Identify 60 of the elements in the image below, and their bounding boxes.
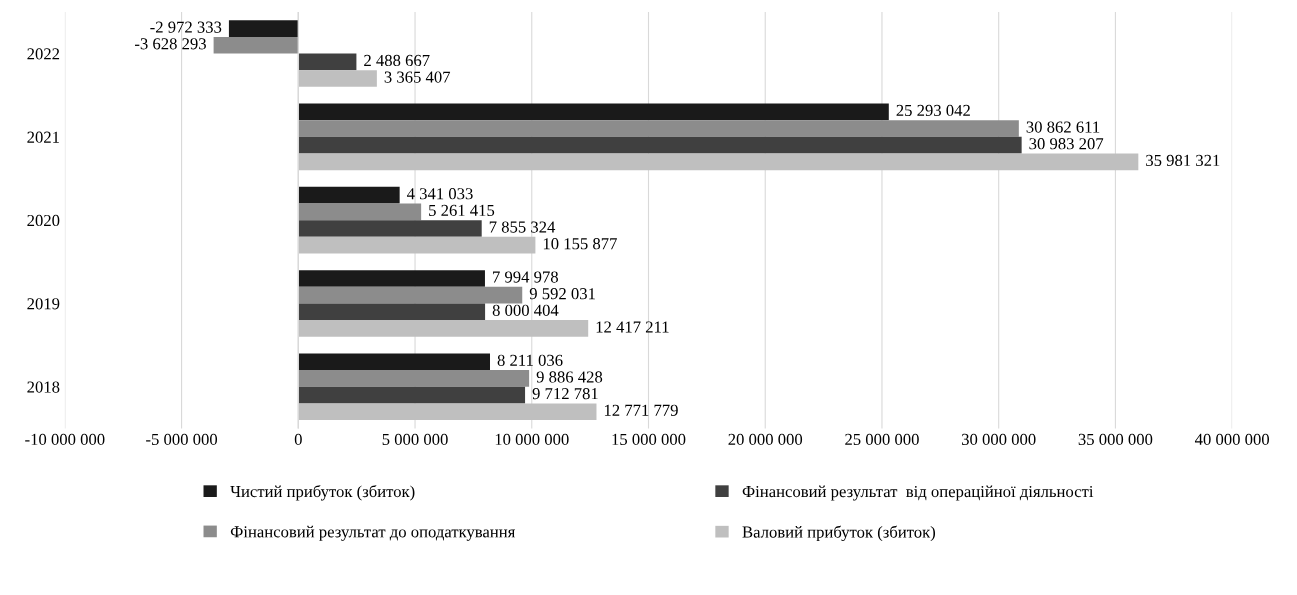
bar — [298, 153, 1139, 171]
bar — [298, 203, 422, 221]
data-label: 12 771 779 — [604, 404, 678, 416]
data-label: 3 365 407 — [384, 71, 451, 83]
bar — [228, 20, 299, 37]
x-tick-label: 15 000 000 — [612, 433, 686, 445]
bar — [298, 303, 486, 321]
x-tick-label: 25 000 000 — [845, 433, 919, 445]
bar — [298, 386, 526, 404]
data-label: 9 592 031 — [529, 288, 595, 300]
data-label: 35 981 321 — [1146, 154, 1220, 167]
y-tick-label: 2021 — [27, 131, 59, 143]
bar — [298, 353, 490, 371]
data-label: -3 628 293 — [135, 38, 206, 50]
x-tick-label: 30 000 000 — [961, 433, 1036, 445]
bar — [213, 36, 299, 54]
y-tick-label: 2022 — [27, 48, 60, 60]
x-tick-label: -10 000 000 — [25, 433, 105, 445]
data-label: -2 972 333 — [150, 21, 222, 33]
data-label: 5 261 415 — [429, 204, 495, 216]
bar — [298, 320, 589, 337]
data-label: 2 488 667 — [364, 54, 430, 67]
data-label: 7 994 978 — [493, 271, 558, 283]
data-label: 12 417 211 — [596, 321, 669, 333]
data-label: 30 862 611 — [1026, 121, 1100, 133]
data-label: 10 155 877 — [543, 238, 617, 250]
x-tick-label: 35 000 000 — [1078, 433, 1153, 445]
bar — [298, 370, 530, 387]
bar — [298, 220, 482, 237]
legend-label: Чистий прибуток (збиток) — [230, 485, 415, 501]
x-tick-label: 40 000 000 — [1194, 433, 1270, 445]
y-tick-label: 2019 — [27, 298, 60, 310]
data-label: 8 000 404 — [492, 304, 559, 316]
bar — [298, 186, 400, 204]
bar — [298, 103, 889, 121]
data-label: 7 855 324 — [489, 221, 556, 233]
bar — [298, 53, 357, 71]
bar — [298, 136, 1022, 154]
data-label: 9 886 428 — [536, 371, 603, 383]
x-tick-label: 0 — [294, 433, 302, 445]
data-label: 8 211 036 — [497, 354, 563, 366]
legend-label: Фінансовий результат від операційної діяльності — [742, 485, 1094, 501]
legend-label: Фінансовий результат до оподаткування — [230, 525, 516, 541]
x-tick-label: 5 000 000 — [382, 433, 448, 445]
data-label: 4 341 033 — [406, 188, 473, 200]
x-tick-label: -5 000 000 — [146, 433, 218, 445]
bar — [298, 403, 597, 421]
legend-label: Валовий прибуток (збиток) — [742, 525, 936, 542]
y-tick-label: 2018 — [27, 381, 60, 393]
bar — [298, 286, 523, 304]
bar — [298, 120, 1019, 137]
x-tick-label: 20 000 000 — [728, 433, 803, 445]
bar — [298, 270, 485, 287]
x-tick-label: 10 000 000 — [495, 433, 569, 445]
bar — [298, 236, 536, 254]
data-label: 30 983 207 — [1029, 138, 1104, 150]
bar — [298, 70, 377, 87]
data-label: 25 293 042 — [896, 104, 970, 117]
y-tick-label: 2020 — [27, 214, 60, 227]
data-label: 9 712 781 — [532, 388, 598, 400]
